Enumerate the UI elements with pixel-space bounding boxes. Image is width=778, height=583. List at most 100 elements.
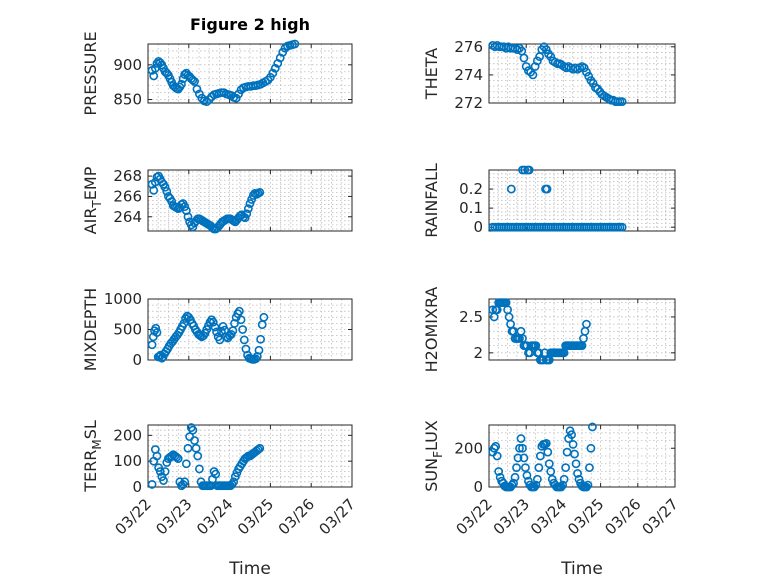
data-point bbox=[193, 451, 203, 461]
data-point bbox=[559, 474, 569, 484]
subplot-h2omixra: 2 2.5 H2OMIXRA bbox=[422, 287, 676, 373]
y-tick-label: 0 bbox=[132, 478, 142, 496]
data-point bbox=[238, 325, 248, 334]
x-tick-label: 03/25 bbox=[234, 495, 277, 538]
data-point bbox=[191, 443, 201, 453]
x-tick-label: 03/23 bbox=[490, 495, 533, 538]
data-point bbox=[556, 482, 566, 492]
data-point bbox=[210, 322, 220, 332]
y-tick-label: 100 bbox=[113, 452, 142, 470]
data-point bbox=[234, 306, 244, 316]
y-tick-label: 264 bbox=[113, 208, 142, 226]
data-point bbox=[188, 75, 198, 85]
data-point bbox=[579, 63, 589, 73]
data-point bbox=[157, 353, 167, 363]
data-point bbox=[160, 467, 170, 476]
subplot-air-temp: 264 266 268 AIRTEMP bbox=[81, 166, 353, 234]
y-tick-label: 274 bbox=[454, 66, 483, 84]
data-point bbox=[567, 430, 576, 440]
y-axis-label-h2omixra: H2OMIXRA bbox=[422, 287, 441, 373]
data-point bbox=[558, 480, 568, 490]
y-axis-label-air-temp: AIRTEMP bbox=[81, 166, 104, 234]
data-point bbox=[531, 480, 541, 490]
axes-frame bbox=[147, 424, 353, 488]
data-point bbox=[512, 463, 521, 473]
data-point bbox=[256, 334, 266, 344]
y-tick-label: 850 bbox=[113, 91, 142, 109]
y-axis-label-mixdepth: MIXDEPTH bbox=[81, 288, 100, 371]
data-point bbox=[190, 436, 199, 445]
data-point bbox=[190, 77, 199, 86]
data-point bbox=[181, 459, 191, 469]
data-point bbox=[255, 443, 265, 453]
data-point bbox=[584, 71, 594, 81]
data-point bbox=[270, 63, 280, 73]
data-point bbox=[588, 422, 597, 432]
data-point bbox=[243, 204, 253, 214]
data-point bbox=[561, 463, 571, 473]
y-tick-label: 200 bbox=[454, 439, 483, 457]
data-point bbox=[532, 56, 542, 66]
data-point bbox=[585, 463, 594, 473]
data-point bbox=[172, 452, 181, 462]
data-point bbox=[518, 443, 527, 453]
data-point bbox=[183, 212, 193, 222]
data-point bbox=[253, 445, 263, 454]
y-axis-label-sun-flux: SUNFLUX bbox=[422, 420, 445, 492]
data-point bbox=[188, 425, 198, 435]
data-point bbox=[151, 323, 161, 333]
data-point bbox=[544, 459, 554, 469]
data-point bbox=[211, 469, 221, 479]
data-point bbox=[546, 52, 556, 62]
y-tick-label: 0 bbox=[132, 351, 142, 369]
data-point bbox=[491, 441, 501, 451]
y-tick-label: 900 bbox=[113, 56, 142, 74]
data-point bbox=[147, 480, 157, 489]
y-tick-label: 2 bbox=[473, 344, 483, 362]
data-point bbox=[519, 53, 529, 63]
x-tick-label: 03/22 bbox=[453, 495, 496, 538]
data-point bbox=[152, 328, 162, 337]
data-point bbox=[212, 327, 221, 337]
data-point bbox=[542, 184, 552, 194]
x-tick-label: 03/24 bbox=[193, 495, 236, 538]
data-point bbox=[150, 63, 160, 73]
data-point bbox=[520, 165, 530, 175]
x-tick-label: 03/26 bbox=[275, 495, 318, 538]
y-axis-label-pressure: PRESSURE bbox=[81, 31, 100, 115]
data-point bbox=[229, 477, 239, 487]
data-point bbox=[582, 67, 591, 77]
data-point bbox=[617, 97, 627, 106]
data-point bbox=[202, 97, 212, 107]
data-point bbox=[546, 467, 556, 476]
y-tick-label: 1000 bbox=[104, 290, 142, 308]
data-point bbox=[268, 68, 278, 78]
data-point bbox=[541, 45, 551, 55]
y-tick-label: 0 bbox=[473, 478, 483, 496]
data-point bbox=[583, 480, 593, 490]
x-tick-label: 03/22 bbox=[112, 495, 155, 538]
x-tick-label: 03/25 bbox=[564, 495, 607, 538]
data-point bbox=[588, 78, 598, 88]
x-tick-label: 03/27 bbox=[316, 495, 359, 538]
data-point bbox=[529, 482, 539, 492]
y-tick-label: 0.2 bbox=[459, 180, 483, 198]
y-axis-label-theta: THETA bbox=[422, 48, 441, 100]
subplot-terr-msl: 0 100 200 TERRMSL 03/2203/2303/2403/2503/260… bbox=[81, 420, 359, 579]
data-point bbox=[245, 199, 255, 208]
data-point bbox=[489, 443, 499, 453]
data-point bbox=[516, 434, 526, 443]
data-point bbox=[568, 439, 578, 449]
data-point bbox=[160, 182, 170, 192]
data-point bbox=[239, 335, 249, 345]
data-point bbox=[532, 474, 542, 484]
data-point bbox=[541, 439, 551, 448]
data-point bbox=[492, 451, 502, 461]
data-point bbox=[586, 443, 596, 453]
subplot-rainfall: 00.10.2 RAINFALL bbox=[422, 163, 676, 238]
y-tick-label: 0.1 bbox=[459, 199, 483, 217]
subplot-pressure: 850 900 PRESSURE bbox=[81, 31, 353, 116]
x-tick-label: 03/23 bbox=[152, 495, 195, 538]
